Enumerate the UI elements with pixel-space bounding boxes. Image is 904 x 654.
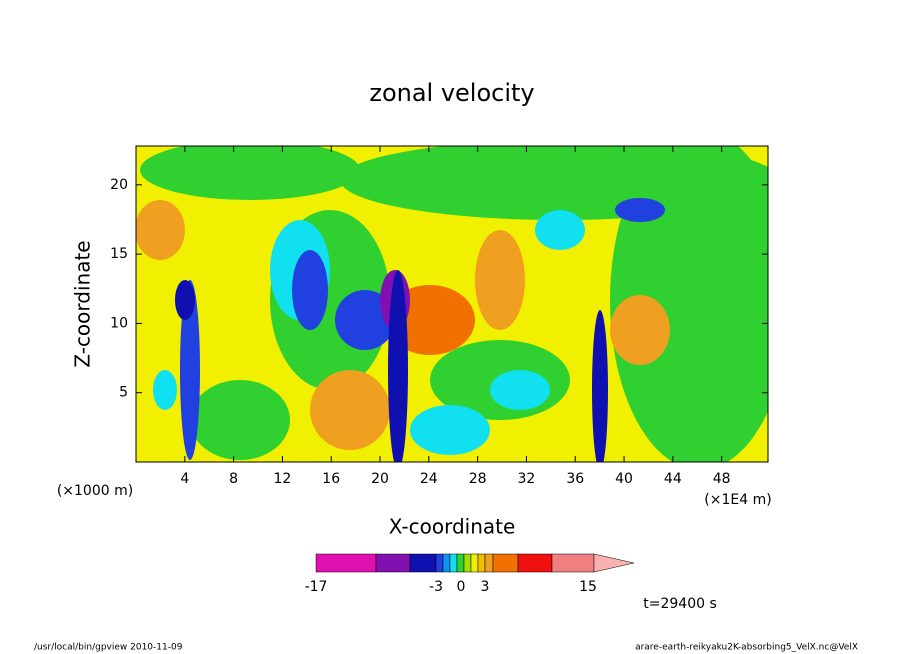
- time-label: t=29400 s: [643, 596, 717, 612]
- x-unit-left: (×1000 m): [57, 483, 133, 499]
- colorbar-box: [477, 553, 486, 573]
- x-tick-label: 48: [713, 471, 731, 487]
- contour-field: [136, 146, 768, 462]
- x-tick-label: 28: [469, 471, 487, 487]
- y-tick-label: 5: [119, 385, 128, 401]
- colorbar-box: [409, 553, 437, 573]
- colorbar-box: [463, 553, 472, 573]
- y-tick-label: 10: [110, 315, 128, 331]
- colorbar-box: [442, 553, 451, 573]
- colorbar-tick-label: -17: [305, 579, 328, 595]
- plot-frame: [135, 145, 769, 463]
- colorbar-box: [484, 553, 494, 573]
- colorbar-box: [375, 553, 411, 573]
- x-tick-label: 4: [180, 471, 189, 487]
- x-tick-label: 12: [273, 471, 291, 487]
- x-tick-label: 20: [371, 471, 389, 487]
- x-tick-label: 44: [664, 471, 682, 487]
- colorbar-box: [315, 553, 377, 573]
- x-tick-label: 40: [615, 471, 633, 487]
- chart-title: zonal velocity: [369, 79, 534, 107]
- y-tick-label: 15: [110, 246, 128, 262]
- x-tick-label: 36: [566, 471, 584, 487]
- colorbar-tick-label: 0: [457, 579, 466, 595]
- x-tick-label: 32: [518, 471, 536, 487]
- colorbar-box: [492, 553, 519, 573]
- footer-right: arare-earth-reikyaku2K-absorbing5_VelX.n…: [635, 643, 858, 653]
- x-unit-right: (×1E4 m): [704, 492, 771, 508]
- x-tick-label: 24: [420, 471, 438, 487]
- colorbar-box: [551, 553, 595, 573]
- x-tick-label: 8: [229, 471, 238, 487]
- colorbar-box: [449, 553, 458, 573]
- colorbar-tick-label: 15: [579, 579, 597, 595]
- x-axis-title: X-coordinate: [389, 515, 516, 539]
- y-tick-label: 20: [110, 177, 128, 193]
- x-tick-label: 16: [322, 471, 340, 487]
- colorbar-tick-label: -3: [429, 579, 443, 595]
- colorbar-box: [435, 553, 444, 573]
- colorbar-tick-label: 3: [481, 579, 490, 595]
- colorbar-box: [517, 553, 553, 573]
- y-axis-title: Z-coordinate: [71, 240, 95, 367]
- colorbar-box: [456, 553, 465, 573]
- colorbar-extension: [593, 553, 635, 573]
- colorbar-box: [470, 553, 479, 573]
- footer-left: /usr/local/bin/gpview 2010-11-09: [34, 643, 183, 653]
